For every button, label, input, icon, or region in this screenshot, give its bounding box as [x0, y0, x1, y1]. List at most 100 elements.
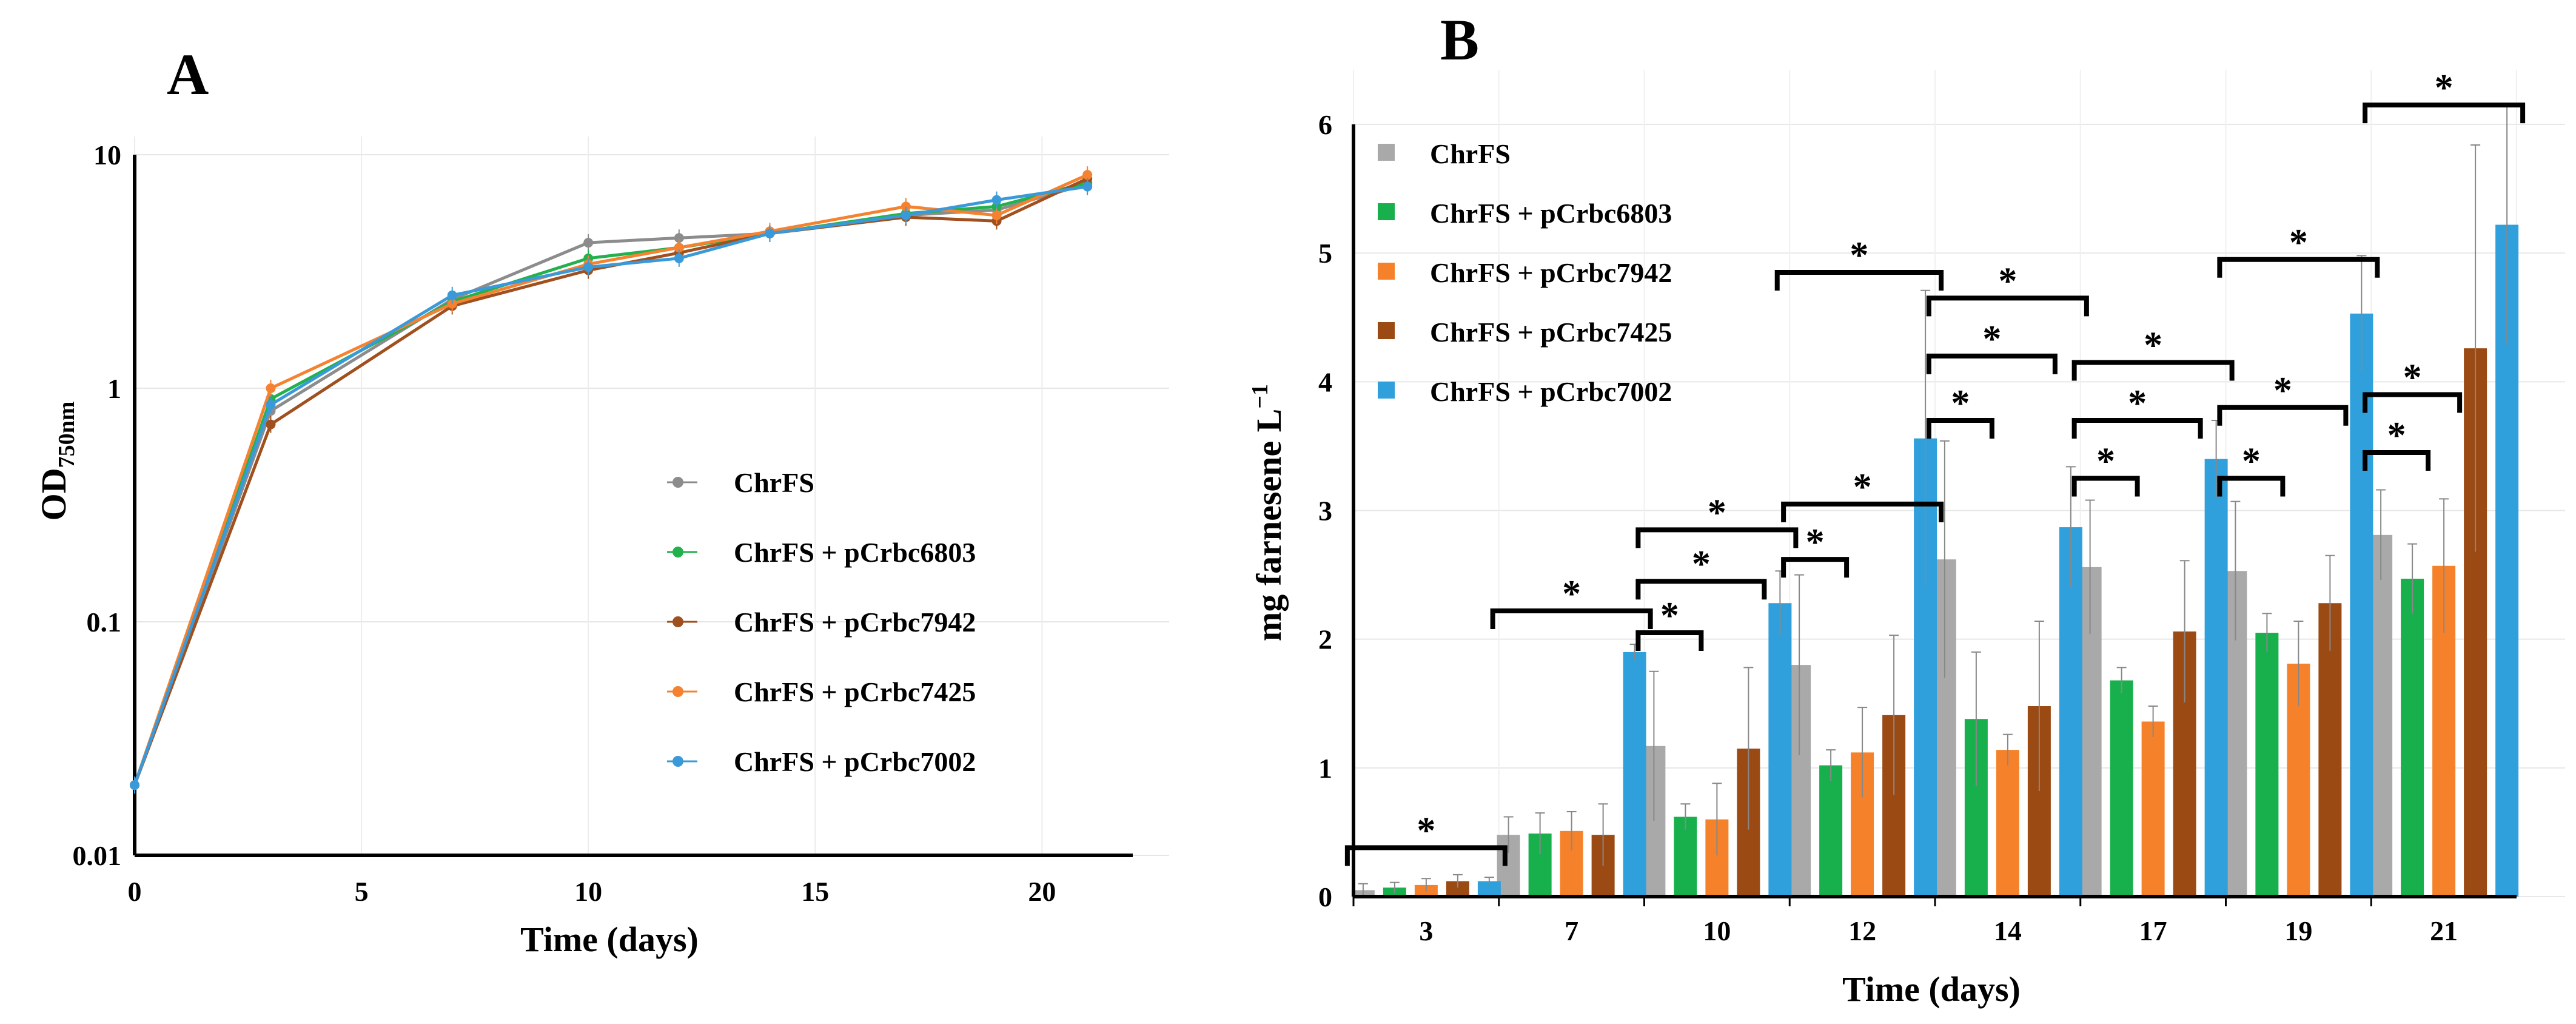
panel-b-bars: [1351, 104, 2519, 897]
panel-b-y-axis-title-sup: −1: [1247, 384, 1273, 409]
panel-a-legend-label: ChrFS + pCrbc7002: [734, 746, 976, 777]
panel-a-series-4: [130, 178, 1093, 794]
panel-b-bracket-line: [1344, 845, 1508, 866]
panel-a-x-tick-label: 0: [128, 876, 142, 907]
panel-b-bar: [2318, 603, 2342, 897]
panel-b-legend-label: ChrFS + pCrbc7002: [1430, 376, 1672, 407]
panel-b-significance-star: *: [2144, 325, 2162, 366]
panel-b-bracket-line: [1926, 295, 2089, 317]
panel-b-significance-star: *: [1562, 573, 1581, 615]
panel-a-data-point: [1082, 181, 1093, 192]
panel-a-legend: ChrFS ChrFS + pCrbc6803 ChrFS + pCrbc7942 C…: [667, 467, 976, 777]
panel-b-series-4: [1477, 104, 2519, 897]
panel-b-y-tick-label: 0: [1318, 881, 1332, 912]
panel-b-legend-label: ChrFS + pCrbc6803: [1430, 198, 1672, 229]
panel-a-axes: [133, 155, 1133, 857]
panel-a-y-tick-label: 0.1: [87, 607, 122, 638]
panel-b-bar: [2110, 680, 2133, 897]
panel-b-bracket: *: [2217, 370, 2349, 426]
panel-b-bracket: *: [1781, 522, 1850, 578]
panel-b-bracket: *: [1774, 235, 1944, 291]
panel-a-legend-swatch-marker: [673, 756, 683, 767]
panel-b-series-3: [1446, 144, 2487, 897]
panel-b-bracket: *: [1926, 318, 2058, 374]
panel-b-bracket-line: [1774, 269, 1944, 291]
panel-b-legend: ChrFS ChrFS + pCrbc6803 ChrFS + pCrbc7942 C…: [1378, 138, 1672, 407]
panel-b-bar: [1623, 652, 1646, 897]
panel-b-significance-star: *: [1951, 383, 1970, 424]
panel-b-bracket-line: [2071, 360, 2235, 381]
panel-b-significance-brackets: * * * * * * * * * * * * * * * * * * * *: [1344, 67, 2526, 866]
panel-b-y-tick-label: 4: [1318, 366, 1332, 397]
panel-a-grid: [134, 136, 1169, 856]
panel-b-significance-star: *: [1998, 260, 2017, 301]
panel-b-x-tick-label: 14: [1994, 915, 2022, 946]
panel-b-bracket: *: [2363, 67, 2526, 124]
panel-b-bar: [2141, 721, 2165, 897]
panel-b-bracket-line: [1490, 608, 1653, 629]
panel-a-x-tick-label: 15: [801, 876, 829, 907]
panel-b-bracket-line: [2071, 417, 2203, 439]
panel-b-significance-star: *: [2242, 440, 2261, 482]
panel-b-series-0: [1351, 440, 2393, 897]
panel-b-significance-star: *: [1708, 492, 1726, 533]
panel-b-bracket: *: [1926, 383, 1994, 439]
panel-b-bracket-line: [1635, 579, 1767, 600]
panel-b-bracket-line: [2217, 476, 2286, 497]
panel-a-data-point: [583, 238, 594, 248]
panel-a-data-point: [674, 243, 684, 253]
panel-b-bracket: *: [2071, 440, 2140, 497]
panel-b-bracket-line: [1635, 527, 1799, 548]
panel-b-legend-swatch: [1378, 203, 1395, 220]
panel-a-data-point: [130, 780, 139, 790]
panel-b-bar: [2350, 313, 2373, 897]
panel-a-legend-swatch-marker: [673, 547, 683, 557]
panel-a-x-tick-label: 10: [574, 876, 602, 907]
panel-b-legend-swatch: [1378, 382, 1395, 399]
panel-a-ticks: 0.01 0.1 1 10 0 5 10 15 20: [73, 140, 1056, 907]
panel-b-bar: [2059, 527, 2082, 897]
panel-b-y-axis-title-main: mg farnesene L: [1249, 409, 1289, 641]
panel-b-bar: [2401, 578, 2424, 897]
panel-a-legend-label: ChrFS + pCrbc7425: [734, 676, 976, 707]
panel-a-data-point: [674, 253, 684, 263]
panel-b-x-tick-label: 21: [2430, 915, 2458, 946]
panel-b-y-tick-label: 3: [1318, 496, 1332, 527]
panel-b-legend-swatch: [1378, 144, 1395, 161]
panel-b-bar: [1674, 817, 1697, 897]
panel-b-x-tick-label: 10: [1703, 915, 1731, 946]
panel-b-significance-star: *: [2273, 370, 2292, 411]
panel-a-series: [130, 166, 1093, 794]
panel-b-bracket-line: [2363, 103, 2526, 124]
panel-a-line-chart: A 0.01 0.1 1 10 0 5 10 15 20 Time (days) OD750nm…: [34, 42, 1169, 959]
panel-b-significance-star: *: [1853, 467, 1872, 508]
panel-b-bar: [2204, 459, 2228, 897]
panel-a-y-tick-label: 1: [107, 373, 121, 404]
panel-b-series-1: [1383, 543, 2424, 897]
panel-a-x-tick-label: 20: [1028, 876, 1056, 907]
panel-b-significance-star: *: [2128, 383, 2147, 424]
panel-a-y-axis-title-sub: 750nm: [54, 402, 79, 468]
panel-a-legend-label: ChrFS: [734, 467, 814, 498]
panel-a-data-point: [1082, 170, 1093, 180]
panel-b-significance-star: *: [1417, 810, 1435, 851]
panel-b-significance-star: *: [1982, 318, 2001, 360]
panel-b-bracket: *: [1781, 467, 1944, 522]
panel-b-legend-swatch: [1378, 322, 1395, 339]
panel-b-x-tick-label: 7: [1565, 915, 1578, 946]
panel-b-significance-star: *: [1660, 595, 1679, 636]
panel-b-bracket-line: [1926, 353, 2058, 374]
panel-b-x-tick-label: 17: [2139, 915, 2167, 946]
panel-b-series-2: [1414, 498, 2456, 897]
panel-b-axes: [1352, 124, 2517, 906]
panel-b-legend-swatch: [1378, 263, 1395, 280]
panel-b-significance-star: *: [2435, 67, 2454, 109]
panel-b-y-tick-label: 1: [1318, 753, 1332, 784]
panel-b-y-tick-label: 5: [1318, 238, 1332, 269]
panel-b-x-tick-label: 3: [1419, 915, 1433, 946]
panel-b-bar: [1996, 750, 2019, 897]
panel-a-y-tick-label: 10: [93, 140, 121, 170]
panel-b-letter: B: [1440, 7, 1479, 72]
panel-b-x-tick-label: 19: [2284, 915, 2312, 946]
